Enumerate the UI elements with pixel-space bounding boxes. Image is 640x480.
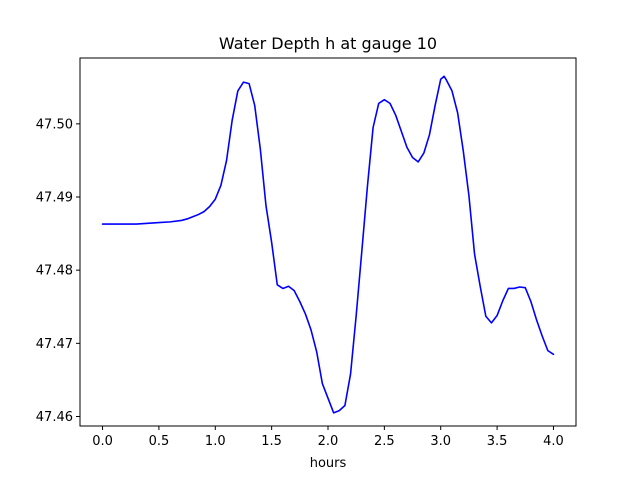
y-tick-label: 47.49 xyxy=(36,191,73,206)
x-tick-label: 4.0 xyxy=(543,434,564,449)
x-tick-label: 2.0 xyxy=(318,434,339,449)
x-tick-label: 0.0 xyxy=(92,434,113,449)
y-tick-label: 47.46 xyxy=(36,410,73,425)
x-tick-label: 0.5 xyxy=(149,434,170,449)
x-tick-label: 1.0 xyxy=(205,434,226,449)
x-axis-label: hours xyxy=(310,456,347,471)
y-tick-label: 47.50 xyxy=(36,117,73,132)
x-tick-label: 1.5 xyxy=(261,434,282,449)
y-tick-label: 47.47 xyxy=(36,337,73,352)
chart-title: Water Depth h at gauge 10 xyxy=(219,34,437,53)
series-line-0 xyxy=(101,75,555,414)
y-tick-label: 47.48 xyxy=(36,264,73,279)
plot-area: 0.0 0.5 1.0 1.5 2.0 2.5 3.0 3.5 4.0 47.46 47.47 47.… xyxy=(36,57,577,449)
x-tick-label: 2.5 xyxy=(374,434,395,449)
x-tick-label: 3.0 xyxy=(430,434,451,449)
x-tick-label: 3.5 xyxy=(487,434,508,449)
